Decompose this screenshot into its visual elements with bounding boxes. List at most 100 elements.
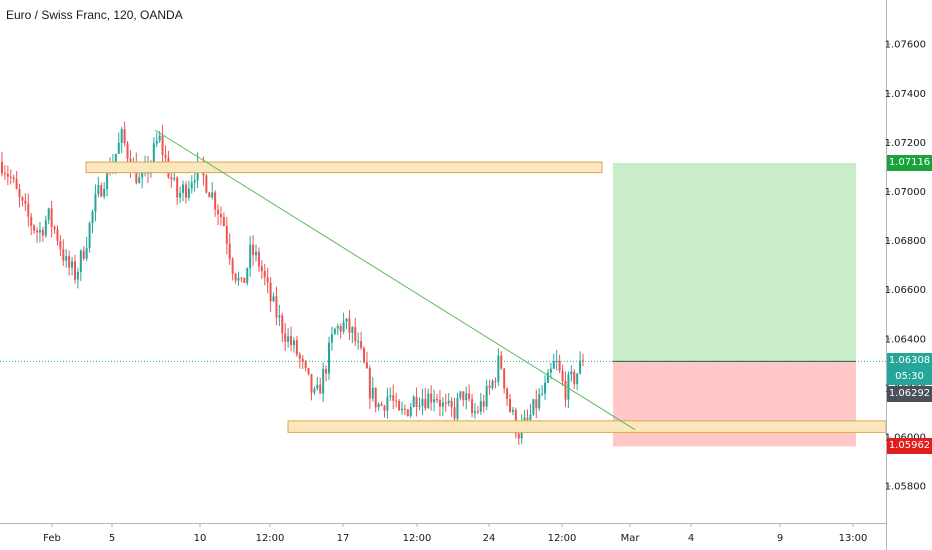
candle-body bbox=[260, 266, 263, 271]
candle-body bbox=[465, 393, 468, 401]
candle-body bbox=[368, 368, 371, 399]
candle-body bbox=[538, 394, 541, 409]
candle-body bbox=[438, 399, 441, 407]
candle-body bbox=[266, 277, 269, 283]
candle-body bbox=[263, 270, 266, 278]
candle-body bbox=[555, 360, 558, 362]
candle-body bbox=[523, 417, 526, 424]
candle-body bbox=[544, 382, 547, 394]
candle-body bbox=[123, 129, 126, 144]
candle-body bbox=[155, 140, 158, 144]
candle-body bbox=[126, 143, 129, 159]
candle-body bbox=[255, 251, 258, 256]
candle-body bbox=[252, 244, 255, 256]
candle-body bbox=[316, 384, 319, 389]
time-tick-label: 4 bbox=[688, 533, 694, 544]
candle-body bbox=[418, 406, 421, 408]
candle-body bbox=[73, 261, 76, 280]
candle-body bbox=[450, 400, 453, 408]
candle-body bbox=[208, 192, 211, 198]
candle-body bbox=[395, 400, 398, 402]
candle-body bbox=[517, 433, 520, 439]
price-tick-label: 1.06800 bbox=[885, 236, 926, 247]
time-tick-label: Mar bbox=[621, 533, 641, 544]
candle-body bbox=[491, 380, 494, 388]
candle-body bbox=[342, 321, 345, 332]
candle-body bbox=[18, 188, 21, 198]
candle-body bbox=[348, 318, 351, 333]
candle-body bbox=[53, 227, 56, 230]
candle-body bbox=[234, 273, 237, 281]
price-axis[interactable]: 1.07600 1.07400 1.07200 1.07000 1.06800 1.066… bbox=[885, 40, 926, 493]
candle-body bbox=[287, 336, 290, 342]
candle-body bbox=[161, 135, 164, 155]
resistance-zone-rect bbox=[85, 161, 603, 174]
candle-body bbox=[114, 153, 117, 165]
candle-body bbox=[170, 177, 173, 180]
candle-body bbox=[409, 406, 412, 416]
candle-body bbox=[50, 208, 53, 228]
support-zone-rect bbox=[287, 420, 887, 433]
candle-body bbox=[301, 358, 304, 362]
time-tick-label: 17 bbox=[337, 533, 350, 544]
candle-body bbox=[564, 381, 567, 400]
time-tick-label: 13:00 bbox=[839, 533, 868, 544]
candle-body bbox=[500, 355, 503, 369]
candle-body bbox=[433, 399, 436, 403]
candle-body bbox=[103, 188, 106, 197]
candle-body bbox=[298, 354, 301, 359]
candle-body bbox=[237, 277, 240, 281]
price-tick-label: 1.06600 bbox=[885, 285, 926, 296]
candle-body bbox=[479, 401, 482, 412]
candle-body bbox=[351, 327, 354, 333]
candle-body bbox=[33, 225, 36, 231]
time-tick-label: Feb bbox=[43, 533, 61, 544]
candle-body bbox=[371, 387, 374, 399]
stop-loss-price-badge: 1.05962 bbox=[887, 438, 932, 455]
candle-body bbox=[187, 188, 190, 198]
candle-body bbox=[205, 175, 208, 193]
candle-body bbox=[511, 409, 514, 412]
candle-body bbox=[380, 403, 383, 406]
candle-body bbox=[576, 373, 579, 384]
candle-body bbox=[36, 230, 39, 233]
candle-body bbox=[3, 173, 6, 175]
candle-body bbox=[430, 393, 433, 403]
candle-body bbox=[176, 177, 179, 198]
candle-body bbox=[327, 342, 330, 374]
time-tick-label: 12:00 bbox=[256, 533, 285, 544]
candle-body bbox=[424, 398, 427, 409]
candle-body bbox=[506, 388, 509, 399]
time-tick-label: 5 bbox=[109, 533, 115, 544]
candle-body bbox=[310, 374, 313, 393]
candle-body bbox=[485, 385, 488, 407]
candle-body bbox=[336, 325, 339, 329]
candle-body bbox=[290, 336, 293, 346]
candle-body bbox=[164, 154, 167, 158]
candle-body bbox=[30, 216, 33, 226]
candle-body bbox=[47, 208, 50, 221]
candle-body bbox=[447, 400, 450, 404]
candle-body bbox=[65, 256, 68, 261]
candle-body bbox=[441, 402, 444, 407]
candle-body bbox=[313, 388, 316, 393]
candlestick-series bbox=[1, 121, 584, 445]
candle-body bbox=[6, 173, 9, 177]
candle-body bbox=[284, 333, 287, 342]
candle-body bbox=[529, 414, 532, 420]
candle-body bbox=[307, 367, 310, 375]
candle-body bbox=[182, 184, 185, 193]
candle-body bbox=[1, 162, 3, 174]
candle-body bbox=[88, 223, 91, 248]
time-axis[interactable]: Feb 5 10 12:00 17 12:00 24 12:00 Mar 4 9 13:00 bbox=[43, 523, 867, 544]
candle-body bbox=[225, 225, 228, 244]
candle-body bbox=[106, 167, 109, 189]
candle-body bbox=[76, 271, 79, 280]
candle-body bbox=[436, 399, 439, 401]
candle-body bbox=[427, 393, 430, 409]
candle-body bbox=[453, 407, 456, 419]
candle-body bbox=[62, 249, 65, 261]
drawing-overlays[interactable] bbox=[0, 129, 887, 447]
last-price-badge: 1.06308 bbox=[887, 353, 932, 370]
